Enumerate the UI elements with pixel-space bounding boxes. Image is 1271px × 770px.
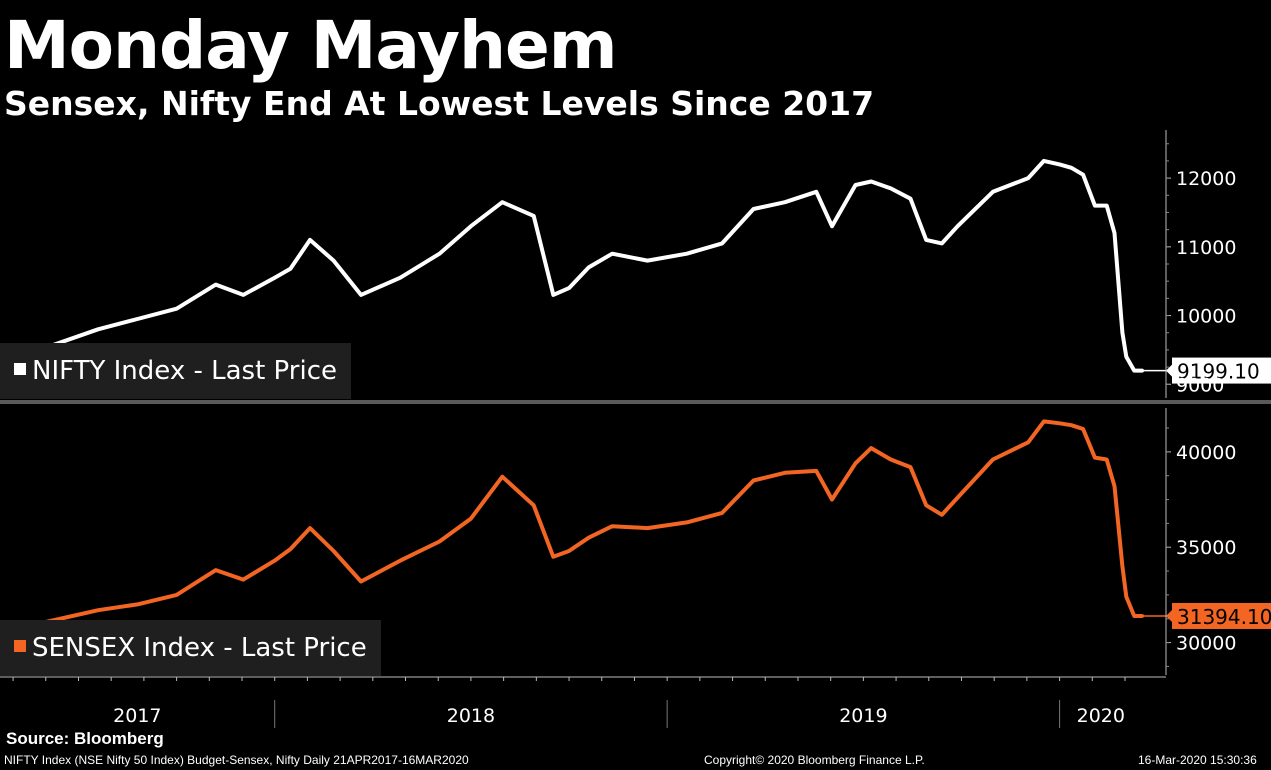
sensex-last-price-box bbox=[1172, 602, 1271, 629]
nifty-y-tick-label: 12000 bbox=[1176, 168, 1236, 190]
footer-timestamp: 16-Mar-2020 15:30:36 bbox=[1138, 753, 1257, 767]
chart-title: Monday Mayhem bbox=[4, 7, 617, 84]
x-tick-label: 2017 bbox=[113, 705, 161, 727]
source-note: Source: Bloomberg bbox=[6, 729, 164, 748]
sensex-series-line bbox=[0, 419, 1144, 645]
nifty-y-tick-label: 9000 bbox=[1176, 374, 1224, 396]
sensex-last-price-pointer bbox=[1166, 609, 1172, 622]
legend-sensex-label: SENSEX Index - Last Price bbox=[32, 633, 367, 663]
panel-divider bbox=[0, 400, 1271, 404]
x-tick-label: 2020 bbox=[1077, 705, 1125, 727]
legend-sensex-swatch bbox=[14, 639, 26, 652]
x-tick-label: 2019 bbox=[839, 705, 887, 727]
footer-copyright: Copyright© 2020 Bloomberg Finance L.P. bbox=[704, 753, 925, 767]
legend-nifty-label: NIFTY Index - Last Price bbox=[32, 356, 337, 386]
nifty-last-price-box bbox=[1172, 357, 1271, 384]
legend-nifty-swatch bbox=[14, 362, 26, 375]
nifty-series-line bbox=[0, 158, 1144, 378]
legend-sensex: SENSEX Index - Last Price bbox=[0, 620, 381, 676]
chart-subtitle: Sensex, Nifty End At Lowest Levels Since… bbox=[4, 84, 875, 123]
sensex-last-price-label: 31394.10 bbox=[1177, 605, 1271, 629]
nifty-last-price-pointer bbox=[1166, 364, 1172, 377]
footer-description: NIFTY Index (NSE Nifty 50 Index) Budget-… bbox=[4, 753, 469, 767]
sensex-y-tick-label: 40000 bbox=[1176, 442, 1236, 464]
legend-nifty: NIFTY Index - Last Price bbox=[0, 343, 351, 399]
x-tick-label: 2018 bbox=[447, 705, 495, 727]
sensex-y-tick-label: 35000 bbox=[1176, 537, 1236, 559]
nifty-y-tick-label: 10000 bbox=[1176, 306, 1236, 328]
nifty-last-price-label: 9199.10 bbox=[1177, 360, 1260, 384]
sensex-y-tick-label: 30000 bbox=[1176, 633, 1236, 655]
nifty-y-tick-label: 11000 bbox=[1176, 237, 1236, 259]
